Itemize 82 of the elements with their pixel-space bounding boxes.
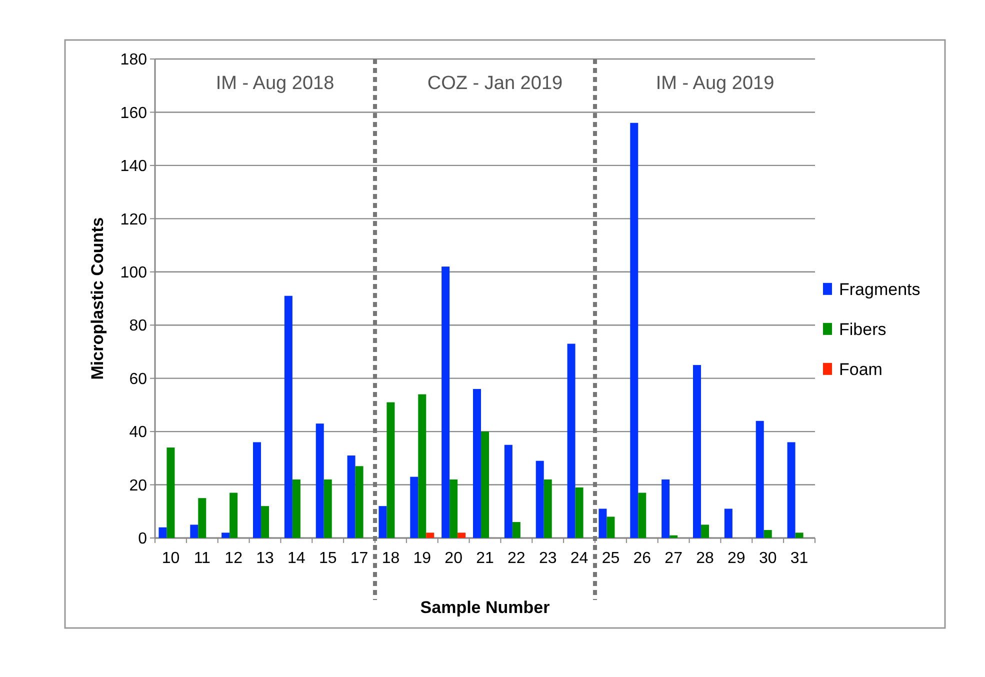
bar: [512, 522, 520, 538]
bar: [693, 365, 701, 538]
bar: [756, 420, 764, 538]
x-tick-label: 28: [696, 550, 714, 567]
y-tick-label: 0: [138, 530, 148, 548]
x-tick-label: 11: [194, 550, 211, 567]
x-tick-label: 23: [538, 550, 557, 567]
bar: [662, 479, 670, 538]
bar: [638, 492, 646, 538]
legend-label: Foam: [839, 360, 882, 379]
bar: [442, 266, 450, 538]
bar: [292, 479, 300, 538]
bar: [764, 530, 772, 538]
bar: [190, 524, 198, 538]
bar: [544, 479, 552, 538]
x-tick-label: 31: [790, 550, 808, 567]
bar: [598, 508, 607, 538]
bar: [575, 487, 584, 538]
x-axis-title: Sample Number: [420, 598, 550, 617]
bar: [355, 466, 364, 538]
bar: [504, 444, 512, 538]
bar: [158, 527, 167, 538]
annotation: COZ - Jan 2019: [427, 73, 563, 94]
annotation: IM - Aug 2019: [656, 73, 774, 94]
bar: [222, 532, 230, 538]
x-tick-label: 13: [256, 550, 274, 567]
legend-label: Fragments: [839, 280, 920, 299]
bar: [670, 535, 678, 538]
x-tick-label: 20: [444, 550, 463, 567]
x-tick-label: 15: [318, 550, 337, 567]
bar: [426, 532, 434, 538]
y-tick-label: 180: [120, 52, 148, 69]
bar: [481, 432, 489, 538]
x-tick-label: 26: [633, 550, 652, 567]
legend-label: Fibers: [839, 320, 886, 339]
bar: [198, 498, 206, 538]
bar: [450, 479, 458, 538]
x-tick-label: 12: [224, 550, 243, 567]
bar: [630, 122, 638, 538]
bar: [787, 442, 796, 538]
bar: [253, 442, 261, 538]
y-axis-title: Microplastic Counts: [88, 217, 107, 380]
y-tick-label: 100: [120, 264, 148, 282]
x-tick-label: 29: [728, 550, 746, 567]
x-tick-label: 22: [508, 550, 526, 567]
x-tick-label: 24: [570, 550, 588, 567]
x-tick-label: 27: [664, 550, 683, 567]
x-tick-label: 25: [602, 550, 620, 567]
x-tick-label: 14: [288, 550, 306, 567]
y-tick-label: 20: [129, 477, 148, 494]
bar: [606, 516, 615, 538]
y-tick-label: 60: [129, 370, 148, 388]
y-tick-label: 140: [120, 158, 148, 176]
bar: [378, 506, 387, 538]
bar: [795, 532, 804, 538]
bar: [410, 476, 418, 538]
bar: [230, 492, 238, 538]
bar: [166, 448, 175, 538]
bar: [347, 456, 356, 538]
bar: [316, 424, 324, 538]
annotation: IM - Aug 2018: [216, 73, 334, 94]
bar: [473, 388, 481, 538]
x-tick-label: 19: [413, 550, 432, 567]
x-tick-label: 10: [162, 550, 180, 567]
y-tick-label: 120: [120, 211, 148, 228]
x-tick-label: 18: [382, 550, 400, 567]
bar: [567, 344, 576, 538]
bar: [284, 296, 292, 538]
y-tick-label: 80: [129, 318, 148, 335]
x-tick-label: 30: [758, 550, 777, 567]
y-tick-label: 160: [120, 104, 148, 122]
x-tick-label: 21: [476, 550, 494, 567]
bar: [724, 508, 732, 538]
bar: [324, 479, 332, 538]
bar: [701, 524, 709, 538]
bar: [261, 506, 269, 538]
bar: [536, 460, 544, 538]
bar: [458, 532, 466, 538]
x-tick-label: 17: [350, 550, 368, 567]
y-tick-label: 40: [129, 424, 148, 442]
bar: [418, 394, 426, 538]
bar: [386, 402, 395, 538]
